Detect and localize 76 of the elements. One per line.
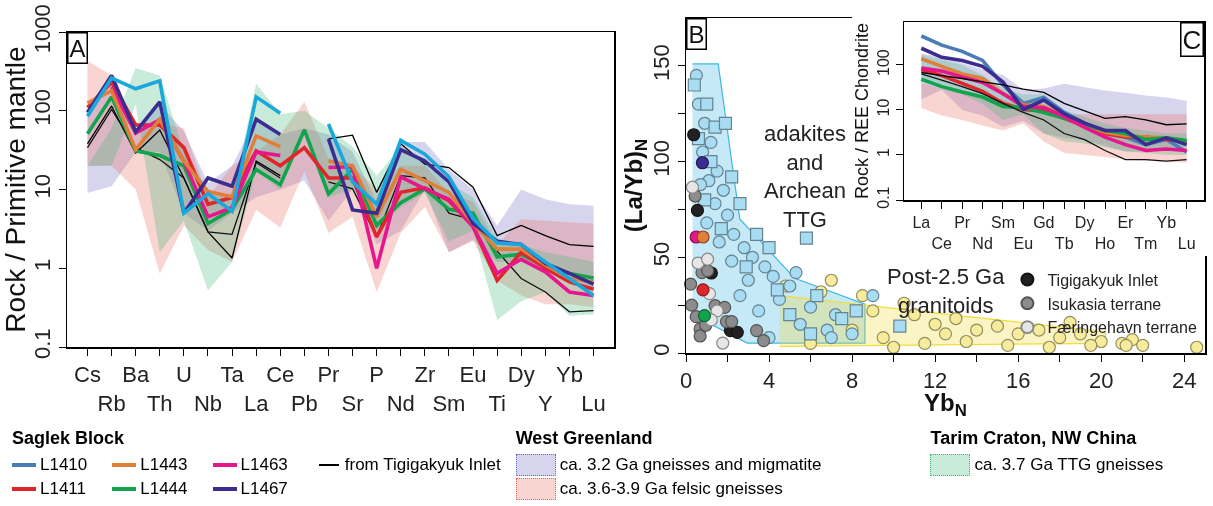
x-tick-label: Pr: [317, 361, 340, 387]
x-tick-label: Cs: [74, 361, 101, 387]
y-tick-label: 150: [648, 44, 674, 81]
legend-label: L1410: [40, 455, 88, 475]
x-tick-label: Rb: [97, 390, 126, 416]
x-tick-label: P: [369, 361, 384, 387]
x-tick-label: 20: [1088, 367, 1114, 393]
legend-label: Tigigakyuk Inlet: [1047, 271, 1159, 289]
x-tick-label: Pb: [290, 390, 318, 416]
y-tick-label: 10: [29, 173, 55, 199]
x-tick-label: Ti: [488, 390, 506, 416]
x-tick-label: Ce: [931, 234, 953, 252]
x-tick-label: Gd: [1033, 213, 1055, 231]
y-axis-title: Rock / Primitive mantle: [0, 46, 31, 333]
legend-label: L1467: [240, 479, 288, 499]
y-tick-label: 10: [875, 98, 893, 117]
annotation: adakites and Archean TTG: [764, 121, 846, 232]
legend-label: from Tigigakyuk Inlet: [344, 455, 501, 475]
y-tick-label: 1: [875, 148, 893, 158]
y-tick-label: 100: [29, 89, 55, 126]
x-tick-label: Yb: [1156, 213, 1177, 231]
chart-title: C: [1182, 24, 1202, 55]
legend-label: L1411: [40, 479, 87, 499]
y-tick-label: 50: [648, 241, 674, 267]
x-tick-label: Th: [146, 390, 173, 416]
chart-title: B: [688, 20, 705, 48]
y-tick-label: 100: [875, 49, 893, 76]
x-tick-label: Er: [1117, 213, 1135, 231]
x-tick-label: 24: [1172, 367, 1197, 393]
y-tick-label: 0: [648, 343, 674, 356]
legend-label: Isukasia terrane: [1047, 295, 1162, 313]
y-tick-label: 1: [29, 258, 55, 272]
text: Tarim Craton, NW China: [930, 428, 1138, 449]
x-tick-label: Tb: [1054, 234, 1074, 252]
y-tick-label: 0.1: [29, 328, 55, 359]
x-tick-label: Nd: [386, 390, 415, 416]
x-tick-label: Lu: [581, 390, 606, 416]
x-tick-label: Ba: [122, 361, 150, 387]
x-tick-label: Dy: [507, 361, 535, 387]
x-tick-label: Sm: [990, 213, 1015, 231]
x-tick-label: Ho: [1094, 234, 1116, 252]
x-tick-label: La: [243, 390, 270, 416]
legend-label: L1444: [140, 479, 188, 499]
x-tick-label: 16: [1005, 367, 1031, 393]
x-tick-label: Tm: [1134, 234, 1158, 252]
x-tick-label: Y: [537, 390, 553, 416]
y-tick-label: 0.1: [875, 186, 893, 209]
x-tick-label: Nd: [972, 234, 993, 252]
y-tick-label: 100: [648, 139, 674, 177]
chart-title: A: [69, 34, 86, 62]
x-tick-label: Yb: [555, 361, 583, 387]
x-tick-label: Lu: [1177, 234, 1196, 252]
x-tick-label: Ce: [266, 361, 295, 387]
x-tick-label: Ta: [220, 361, 245, 387]
x-tick-label: Dy: [1074, 213, 1095, 231]
x-tick-label: La: [912, 213, 931, 231]
legend-label: ca. 3.6-3.9 Ga felsic gneisses: [559, 479, 783, 499]
x-tick-label: Pr: [954, 213, 971, 231]
x-tick-label: Nb: [193, 390, 223, 416]
legend-label: ca. 3.7 Ga TTG gneisses: [974, 455, 1164, 475]
y-axis-title: Rock / REE Chondrite: [852, 22, 872, 200]
x-tick-label: Zr: [414, 361, 436, 387]
y-tick-label: 1000: [29, 4, 55, 54]
x-tick-label: 0: [679, 367, 693, 393]
legend-label: ca. 3.2 Ga gneisses and migmatite: [559, 455, 822, 475]
text: Saglek Block: [12, 428, 126, 449]
x-tick-label: U: [175, 361, 192, 387]
x-tick-label: Eu: [1013, 234, 1034, 252]
x-tick-label: Sr: [341, 390, 364, 416]
x-tick-label: 4: [762, 367, 776, 393]
x-tick-label: 8: [845, 367, 859, 393]
legend-label: L1443: [140, 455, 188, 475]
text: West Greenland: [515, 428, 654, 449]
x-tick-label: Sm: [432, 390, 466, 416]
x-tick-label: Eu: [459, 361, 487, 387]
legend-label: L1463: [240, 455, 288, 475]
